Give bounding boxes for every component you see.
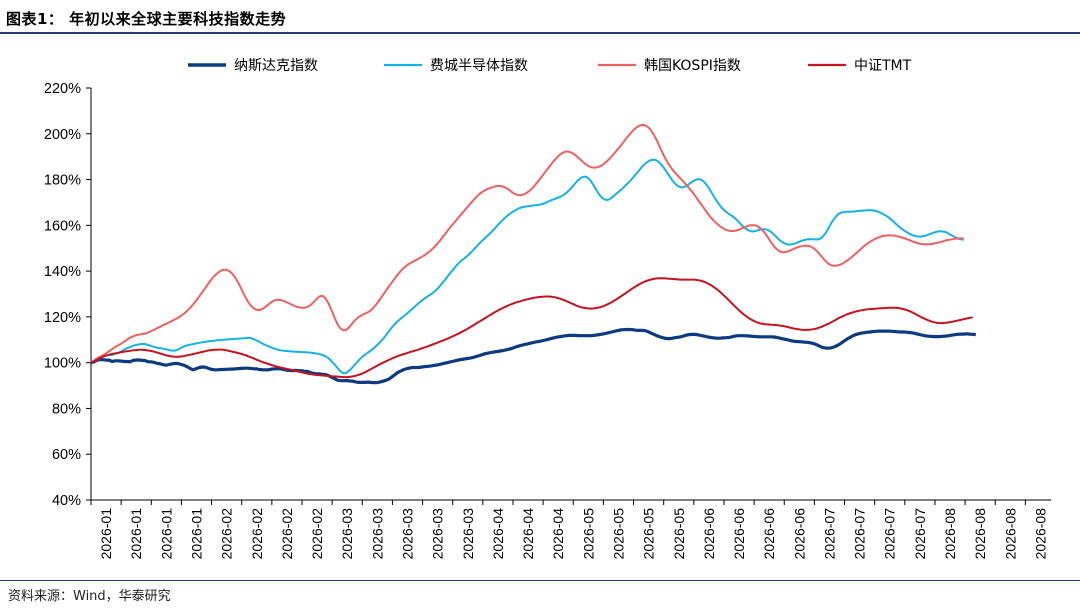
x-tick-label: 2026-07 bbox=[821, 508, 837, 560]
x-tick-label: 2026-03 bbox=[460, 508, 476, 560]
x-tick-label: 2026-07 bbox=[852, 508, 868, 560]
source-note: 资料来源：Wind，华泰研究 bbox=[8, 589, 171, 604]
legend-label: 韩国KOSPI指数 bbox=[644, 58, 741, 74]
x-tick-label: 2026-05 bbox=[580, 508, 596, 560]
x-tick-label: 2026-03 bbox=[430, 508, 446, 560]
legend-label: 费城半导体指数 bbox=[430, 58, 528, 74]
x-tick-label: 2026-04 bbox=[490, 508, 506, 560]
x-tick-label: 2026-02 bbox=[219, 508, 235, 560]
x-tick-label: 2026-01 bbox=[158, 508, 174, 560]
series-line-4 bbox=[90, 277, 973, 379]
x-tick-label: 2026-08 bbox=[972, 508, 988, 560]
series-line-1 bbox=[90, 327, 977, 385]
y-tick-label: 140% bbox=[44, 264, 81, 280]
x-tick-label: 2026-03 bbox=[369, 508, 385, 560]
y-tick-label: 120% bbox=[44, 310, 81, 326]
x-tick-label: 2026-05 bbox=[610, 508, 626, 560]
x-tick-label: 2026-02 bbox=[309, 508, 325, 560]
y-tick-label: 220% bbox=[44, 81, 81, 97]
chart-axes: 40% 60% 80% 100% 120% 140% 160% 180% 200% 220% 202… bbox=[44, 81, 1051, 559]
y-tick-label: 100% bbox=[44, 356, 81, 372]
x-tick-label: 2026-05 bbox=[671, 508, 687, 560]
x-tick-label: 2026-04 bbox=[550, 508, 566, 560]
footer-divider bbox=[0, 580, 1080, 581]
x-tick-label: 2026-06 bbox=[701, 508, 717, 560]
x-tick-label: 2026-05 bbox=[641, 508, 657, 560]
x-tick-label: 2026-02 bbox=[279, 508, 295, 560]
y-tick-label: 200% bbox=[44, 127, 81, 143]
series-line-3 bbox=[90, 123, 964, 364]
chart-series bbox=[90, 123, 977, 385]
y-tick-label: 160% bbox=[44, 218, 81, 234]
x-tick-label: 2026-07 bbox=[912, 508, 928, 560]
title-divider bbox=[0, 32, 1080, 34]
x-tick-label: 2026-06 bbox=[761, 508, 777, 560]
x-tick-label: 2026-06 bbox=[791, 508, 807, 560]
figure-title: 图表1： 年初以来全球主要科技指数走势 bbox=[6, 10, 287, 28]
x-tick-label: 2026-06 bbox=[731, 508, 747, 560]
x-tick-label: 2026-08 bbox=[1002, 508, 1018, 560]
x-tick-label: 2026-03 bbox=[399, 508, 415, 560]
y-tick-label: 60% bbox=[52, 447, 81, 463]
x-tick-label: 2026-08 bbox=[1032, 508, 1048, 560]
x-tick-label: 2026-01 bbox=[188, 508, 204, 560]
legend-label: 纳斯达克指数 bbox=[234, 58, 318, 74]
x-tick-label: 2026-01 bbox=[98, 508, 114, 560]
chart-legend: 纳斯达克指数 费城半导体指数 韩国KOSPI指数 中证TMT bbox=[188, 58, 912, 74]
x-tick-label: 2026-03 bbox=[339, 508, 355, 560]
y-tick-label: 180% bbox=[44, 173, 81, 189]
x-tick-label: 2026-04 bbox=[520, 508, 536, 560]
x-tick-label: 2026-08 bbox=[942, 508, 958, 560]
legend-label: 中证TMT bbox=[854, 58, 912, 74]
x-tick-label: 2026-01 bbox=[128, 508, 144, 560]
x-tick-label: 2026-02 bbox=[249, 508, 265, 560]
x-tick-label: 2026-07 bbox=[882, 508, 898, 560]
y-tick-label: 40% bbox=[52, 493, 81, 509]
y-tick-label: 80% bbox=[52, 401, 81, 417]
series-line-2 bbox=[90, 158, 964, 375]
